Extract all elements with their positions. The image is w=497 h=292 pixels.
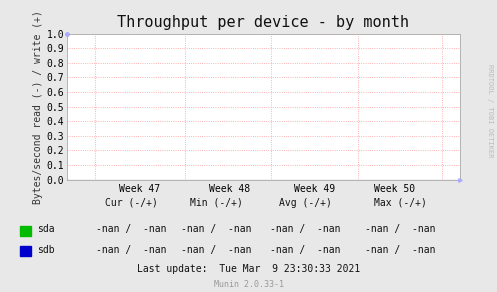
Text: RRDTOOL / TOBI OETIKER: RRDTOOL / TOBI OETIKER <box>487 64 493 158</box>
Text: Last update:  Tue Mar  9 23:30:33 2021: Last update: Tue Mar 9 23:30:33 2021 <box>137 264 360 274</box>
Text: -nan /  -nan: -nan / -nan <box>365 224 435 234</box>
Text: -nan /  -nan: -nan / -nan <box>270 224 341 234</box>
Text: Cur (-/+): Cur (-/+) <box>105 198 158 208</box>
Text: sdb: sdb <box>37 245 55 255</box>
Text: Max (-/+): Max (-/+) <box>374 198 426 208</box>
Text: Munin 2.0.33-1: Munin 2.0.33-1 <box>214 280 283 289</box>
Text: -nan /  -nan: -nan / -nan <box>96 245 167 255</box>
Text: Min (-/+): Min (-/+) <box>190 198 243 208</box>
Text: sda: sda <box>37 224 55 234</box>
Title: Throughput per device - by month: Throughput per device - by month <box>117 15 410 29</box>
Text: -nan /  -nan: -nan / -nan <box>365 245 435 255</box>
Text: -nan /  -nan: -nan / -nan <box>96 224 167 234</box>
Y-axis label: Bytes/second read (-) / write (+): Bytes/second read (-) / write (+) <box>32 10 43 204</box>
Text: -nan /  -nan: -nan / -nan <box>181 224 251 234</box>
Text: -nan /  -nan: -nan / -nan <box>270 245 341 255</box>
Text: Avg (-/+): Avg (-/+) <box>279 198 332 208</box>
Text: -nan /  -nan: -nan / -nan <box>181 245 251 255</box>
